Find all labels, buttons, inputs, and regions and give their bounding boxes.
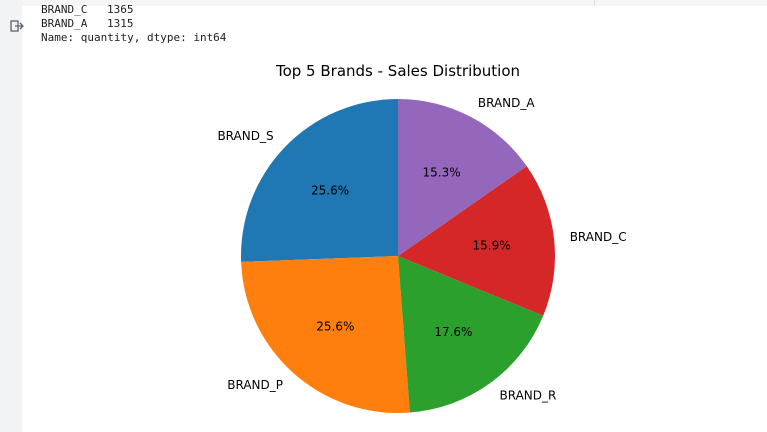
- output-redirect-icon[interactable]: [10, 19, 24, 33]
- pie-category-label: BRAND_R: [500, 389, 557, 403]
- pie-category-label: BRAND_A: [478, 96, 536, 110]
- chart-title: Top 5 Brands - Sales Distribution: [275, 62, 520, 80]
- pie-percent-label: 25.6%: [311, 184, 349, 198]
- pie-percent-label: 15.9%: [473, 239, 511, 253]
- output-footer: Name: quantity, dtype: int64: [41, 31, 227, 44]
- pie-category-label: BRAND_C: [570, 230, 627, 244]
- cell-top-strip: [0, 0, 767, 6]
- pie-slices: [240, 98, 556, 413]
- pie-category-label: BRAND_P: [227, 378, 283, 392]
- pie-percent-label: 17.6%: [434, 325, 472, 339]
- pie-slice-brand-s: [240, 98, 398, 262]
- cell-divider: [594, 0, 595, 6]
- pie-percent-label: 25.6%: [316, 319, 354, 333]
- pie-slice-brand-p: [241, 256, 410, 413]
- pie-slice-brand-c: [398, 166, 556, 316]
- pie-labels: 25.6% BRAND_S 25.6% BRAND_P 17.6% BRAND_R 15.9…: [217, 96, 626, 403]
- output-line-brand-c: BRAND_C 1365: [41, 3, 134, 16]
- pie-percent-label: 15.3%: [423, 166, 461, 180]
- output-line-brand-a: BRAND_A 1315: [41, 17, 134, 30]
- cell-output-text: BRAND_C 1365 BRAND_A 1315 Name: quantity, dt…: [41, 3, 226, 45]
- output-gutter: [0, 0, 22, 432]
- pie-slice-brand-r: [398, 256, 544, 413]
- pie-slice-brand-a: [398, 99, 527, 256]
- pie-category-label: BRAND_S: [217, 129, 273, 143]
